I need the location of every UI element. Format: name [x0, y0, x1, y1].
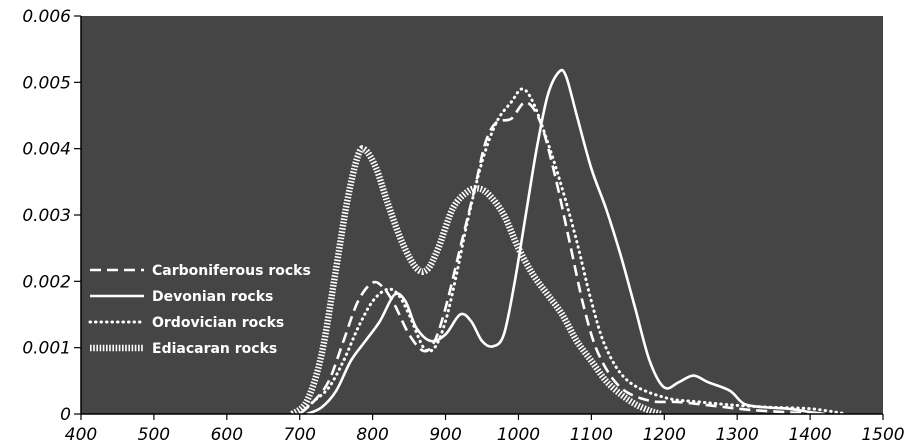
- y-tick-label: 0.003: [22, 206, 71, 226]
- x-tick-label: 1200: [643, 425, 686, 445]
- x-tick-label: 400: [65, 425, 97, 445]
- x-tick-label: 800: [356, 425, 388, 445]
- y-tick-label: 0.002: [22, 272, 71, 292]
- y-tick-label: 0: [60, 405, 71, 425]
- y-tick-label: 0.001: [22, 339, 71, 359]
- legend-label-carboniferous-rocks: Carboniferous rocks: [152, 263, 311, 279]
- series-line-ediacaran-rocks: [290, 145, 662, 418]
- x-tick-label: 1100: [570, 425, 613, 445]
- x-tick-label: 1400: [788, 425, 831, 445]
- x-tick-label: 1000: [497, 425, 540, 445]
- legend: Carboniferous rocks Devonian rocks Ordovic…: [88, 263, 311, 357]
- series-layer: [290, 68, 849, 418]
- y-tick-label: 0.006: [22, 7, 71, 27]
- axes-layer: 400 500 600 700 800 900 1000 1100 1200 1300 1400 15…: [22, 7, 904, 445]
- x-tick-label: 500: [138, 425, 170, 445]
- y-tick-label: 0.005: [22, 73, 71, 93]
- legend-label-ordovician-rocks: Ordovician rocks: [152, 315, 284, 331]
- legend-label-ediacaran-rocks: Ediacaran rocks: [152, 341, 277, 357]
- plot-area: [81, 16, 883, 414]
- series-line-carboniferous-rocks: [298, 100, 825, 416]
- y-tick-label: 0.004: [22, 140, 71, 160]
- x-tick-label: 1300: [716, 425, 759, 445]
- x-tick-label: 900: [429, 425, 461, 445]
- legend-label-devonian-rocks: Devonian rocks: [152, 289, 273, 305]
- x-tick-label: 600: [211, 425, 243, 445]
- series-line-ordovician-rocks: [298, 87, 849, 416]
- x-tick-label: 1500: [861, 425, 904, 445]
- x-tick-label: 700: [284, 425, 316, 445]
